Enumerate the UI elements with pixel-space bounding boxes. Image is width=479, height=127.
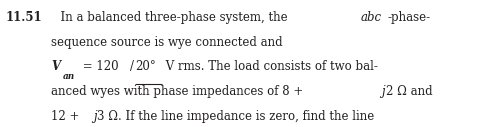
- Text: In a balanced three-phase system, the: In a balanced three-phase system, the: [53, 11, 291, 24]
- Text: an: an: [63, 72, 75, 81]
- Text: sequence source is wye connected and: sequence source is wye connected and: [51, 36, 283, 49]
- Text: anced wyes with phase impedances of 8 +: anced wyes with phase impedances of 8 +: [51, 85, 307, 98]
- Text: j: j: [93, 110, 96, 123]
- Text: /: /: [130, 60, 134, 74]
- Text: 2 Ω and: 2 Ω and: [386, 85, 433, 98]
- Text: V rms. The load consists of two bal-: V rms. The load consists of two bal-: [162, 60, 378, 74]
- Text: V: V: [51, 60, 60, 74]
- Text: 12 +: 12 +: [51, 110, 83, 123]
- Text: -phase-: -phase-: [388, 11, 431, 24]
- Text: abc: abc: [361, 11, 382, 24]
- Text: 20°: 20°: [135, 60, 156, 74]
- Text: 11.51: 11.51: [6, 11, 42, 24]
- Text: j: j: [382, 85, 385, 98]
- Text: = 120: = 120: [79, 60, 118, 74]
- Text: 3 Ω. If the line impedance is zero, find the line: 3 Ω. If the line impedance is zero, find…: [97, 110, 375, 123]
